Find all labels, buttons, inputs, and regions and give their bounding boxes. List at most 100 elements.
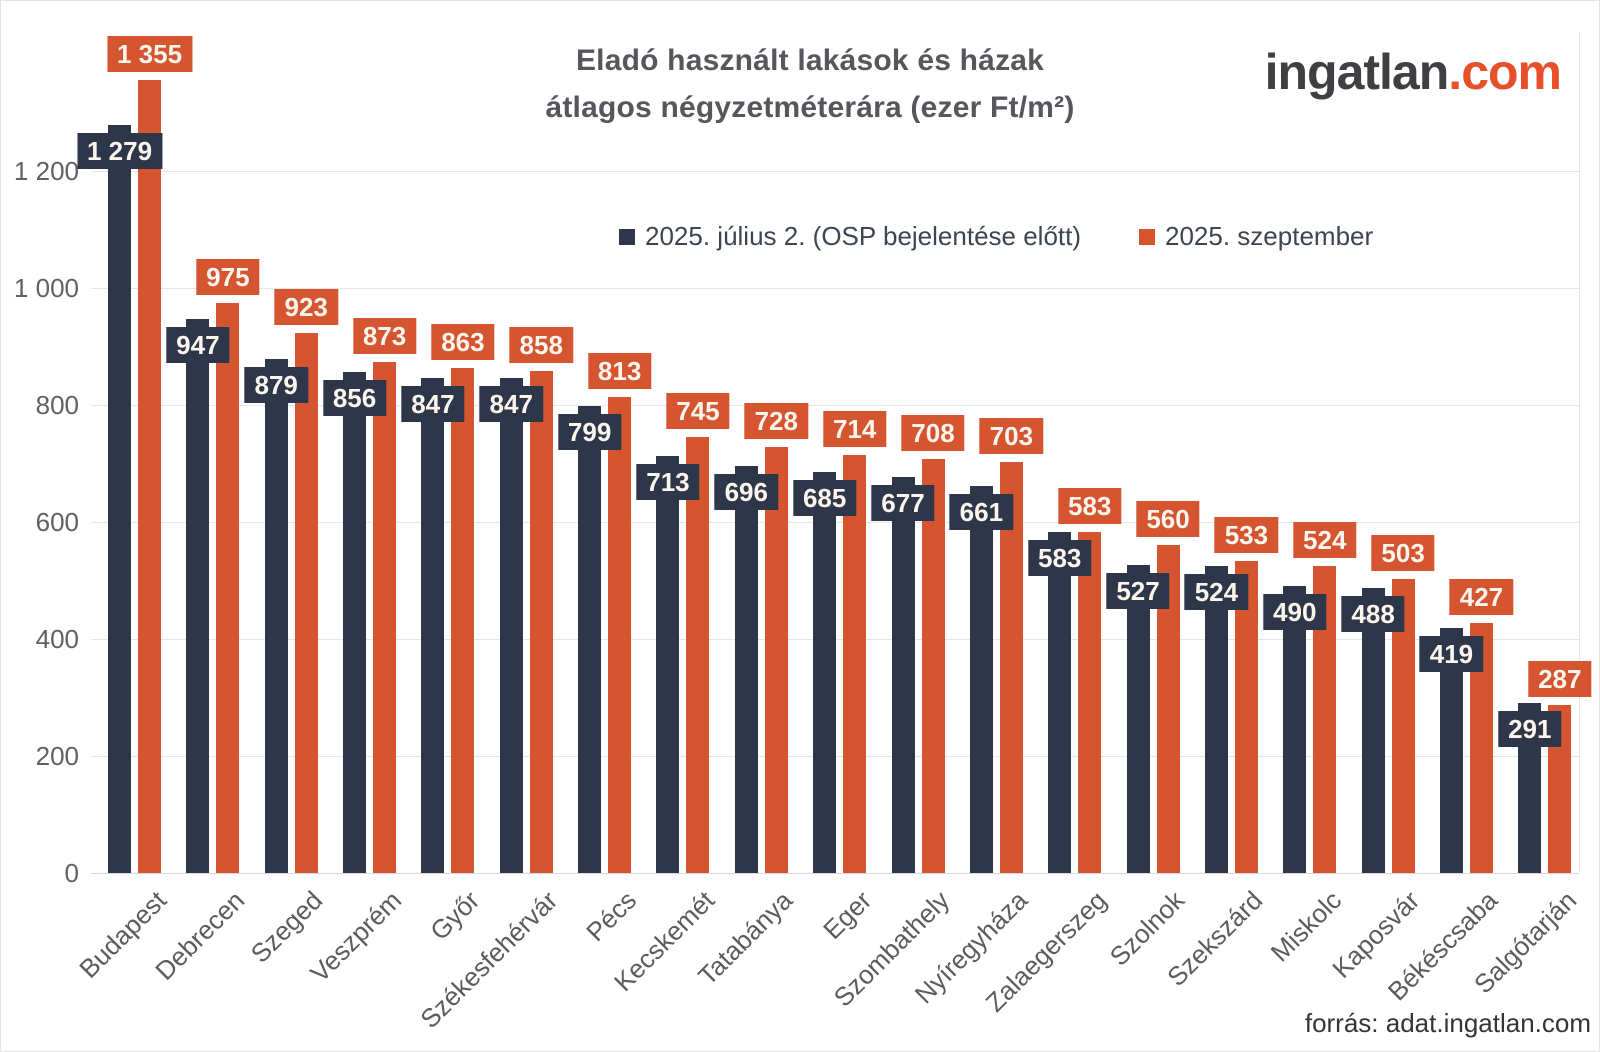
bar-value-label: 873 (352, 318, 417, 355)
bar-july-5 (499, 377, 523, 873)
y-axis-tick-label: 400 (35, 624, 79, 654)
bar-july-2 (264, 358, 288, 873)
bar-july-4 (421, 377, 445, 873)
bar-september-7 (686, 437, 710, 873)
y-axis-tick-label: 800 (35, 390, 79, 420)
bar-value-label: 728 (744, 403, 808, 440)
y-axis-tick-label: 200 (35, 741, 79, 771)
bar-july-1 (186, 319, 210, 873)
bar-september-8 (764, 447, 788, 873)
bar-september-12 (1078, 531, 1102, 873)
gridline-800 (91, 404, 1579, 406)
bar-value-label: 583 (1057, 487, 1122, 524)
bar-value-label: 879 (244, 366, 308, 403)
bar-september-9 (843, 455, 867, 873)
bar-september-13 (1156, 545, 1180, 873)
bar-value-label: 923 (274, 289, 338, 326)
bar-value-label: 745 (666, 393, 730, 430)
legend-item-july: 2025. július 2. (OSP bejelentése előtt) (619, 221, 1081, 252)
bar-value-label: 677 (871, 484, 935, 521)
bar-september-17 (1469, 623, 1493, 873)
bar-value-label: 863 (431, 324, 495, 361)
bar-july-9 (813, 472, 837, 873)
gridline-1200 (91, 170, 1579, 172)
bar-september-1 (216, 302, 240, 873)
bar-value-label: 490 (1263, 594, 1327, 631)
plot-right-border (1579, 31, 1580, 873)
source-note: forrás: adat.ingatlan.com (1304, 1008, 1591, 1038)
bar-value-label: 685 (792, 480, 857, 517)
bar-september-4 (451, 368, 475, 873)
bar-value-label: 524 (1293, 522, 1357, 559)
bar-september-15 (1313, 566, 1337, 873)
brand-logo: ingatlan.com (1264, 43, 1562, 101)
legend-swatch-july (619, 228, 635, 245)
legend-label-july: 2025. július 2. (OSP bejelentése előtt) (645, 221, 1082, 251)
bar-value-label: 708 (901, 414, 965, 451)
gridline-0 (91, 872, 1579, 874)
bar-value-label: 856 (322, 380, 387, 417)
bar-value-label: 533 (1214, 517, 1279, 554)
bar-value-label: 583 (1027, 539, 1092, 576)
bar-september-11 (999, 461, 1023, 873)
bar-september-18 (1548, 705, 1572, 873)
chart-title: Eladó használt lakások és házak átlagos … (410, 37, 1210, 131)
brand-logo-name: ingatlan (1264, 44, 1450, 100)
y-axis-tick-label: 0 (64, 858, 79, 888)
bar-value-label: 524 (1184, 574, 1249, 611)
bar-september-2 (294, 333, 318, 873)
bar-value-label: 799 (557, 413, 622, 450)
bar-value-label: 714 (822, 411, 887, 448)
legend-label-september: 2025. szeptember (1165, 221, 1374, 251)
legend-item-september: 2025. szeptember (1139, 221, 1373, 252)
bar-september-0 (138, 80, 161, 873)
bar-value-label: 427 (1449, 579, 1514, 616)
bar-value-label: 488 (1341, 595, 1405, 632)
brand-logo-tld: .com (1448, 44, 1562, 100)
bar-july-15 (1283, 586, 1307, 873)
bar-july-12 (1048, 531, 1072, 873)
bar-july-0 (108, 124, 131, 873)
bar-value-label: 1 355 (106, 36, 193, 73)
bar-september-10 (921, 458, 945, 873)
bar-value-label: 696 (714, 473, 778, 510)
bar-value-label: 713 (636, 463, 700, 500)
bar-value-label: 858 (509, 327, 573, 364)
bar-july-14 (1204, 566, 1228, 873)
bar-value-label: 527 (1106, 572, 1170, 609)
bar-july-13 (1126, 564, 1150, 873)
bar-value-label: 975 (196, 258, 260, 295)
bar-july-6 (578, 405, 602, 873)
bar-september-5 (529, 371, 553, 873)
bar-july-7 (656, 455, 680, 873)
legend-swatch-september (1139, 228, 1156, 245)
bar-value-label: 287 (1528, 661, 1592, 698)
gridline-1000 (91, 287, 1579, 289)
chart-title-line2: átlagos négyzetméterára (ezer Ft/m²) (545, 91, 1075, 124)
legend: 2025. július 2. (OSP bejelentése előtt) … (619, 221, 1373, 252)
y-axis-tick-label: 1 000 (13, 273, 79, 303)
bar-value-label: 847 (401, 385, 465, 422)
bar-value-label: 503 (1371, 534, 1435, 571)
bar-september-14 (1234, 561, 1258, 873)
bar-july-10 (891, 476, 915, 873)
bar-value-label: 847 (479, 385, 543, 422)
bar-value-label: 291 (1498, 710, 1562, 747)
bar-september-3 (373, 362, 397, 873)
bar-value-label: 813 (587, 353, 652, 390)
bar-value-label: 1 279 (76, 132, 163, 169)
chart-title-line1: Eladó használt lakások és házak (575, 44, 1045, 77)
bar-july-16 (1361, 587, 1385, 873)
bar-value-label: 560 (1136, 501, 1200, 538)
y-axis-tick-label: 600 (35, 507, 79, 537)
bar-july-3 (343, 372, 367, 873)
bar-value-label: 703 (979, 417, 1044, 454)
bar-september-16 (1391, 578, 1415, 873)
bar-september-6 (608, 397, 632, 873)
y-axis-tick-label: 1 200 (13, 156, 79, 186)
